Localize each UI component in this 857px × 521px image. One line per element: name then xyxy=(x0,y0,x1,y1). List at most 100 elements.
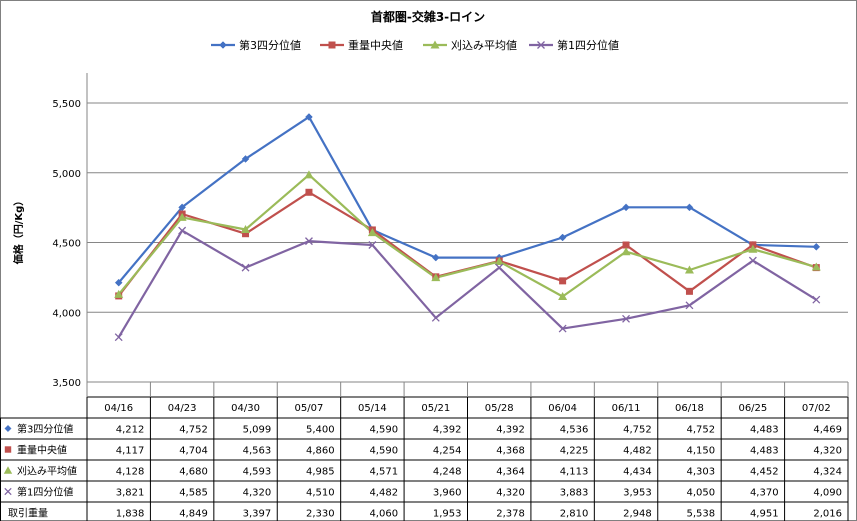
y-tick-label: 4,000 xyxy=(52,308,81,319)
table-cell: 3,883 xyxy=(560,488,589,499)
data-point xyxy=(812,295,821,304)
table-cell: 4,320 xyxy=(496,488,525,499)
table-cell: 5,538 xyxy=(687,509,716,520)
table-cell: 4,752 xyxy=(623,425,652,436)
legend-marker xyxy=(328,41,336,49)
table-cell: 4,212 xyxy=(116,425,145,436)
x-tick-label: 06/11 xyxy=(612,403,641,414)
table-cell: 4,320 xyxy=(243,488,272,499)
table-cell: 4,482 xyxy=(623,446,652,457)
table-cell: 5,400 xyxy=(306,425,335,436)
data-point xyxy=(304,170,314,179)
data-point xyxy=(494,256,504,265)
table-cell: 4,752 xyxy=(687,425,716,436)
row-label: 取引重量 xyxy=(8,507,48,520)
data-point xyxy=(241,225,251,234)
legend-marker xyxy=(537,41,545,49)
y-tick-label: 5,000 xyxy=(52,169,81,180)
gridlines xyxy=(86,73,848,383)
data-point xyxy=(558,233,567,242)
x-tick-label: 07/02 xyxy=(802,403,831,414)
x-tick-label: 05/07 xyxy=(295,403,324,414)
table-cell: 4,117 xyxy=(116,446,145,457)
table-cell: 4,704 xyxy=(179,446,208,457)
table-cell: 4,482 xyxy=(369,488,398,499)
y-tick-label: 4,500 xyxy=(52,239,81,250)
table-cell: 5,099 xyxy=(243,425,272,436)
data-point xyxy=(367,228,377,237)
x-tick-label: 04/23 xyxy=(168,403,197,414)
table-cell: 4,590 xyxy=(369,446,398,457)
series-line xyxy=(117,191,817,297)
legend-marker xyxy=(219,41,227,49)
y-tick-labels: 3,500 4,000 4,500 5,000 5,500 xyxy=(52,99,81,389)
table-cell: 4,434 xyxy=(623,467,652,478)
x-tick-label: 06/04 xyxy=(548,403,577,414)
table-cell: 4,090 xyxy=(813,488,842,499)
y-tick-label: 5,500 xyxy=(52,99,81,110)
table-cell: 4,590 xyxy=(369,425,398,436)
table-cell: 4,536 xyxy=(560,425,589,436)
data-point xyxy=(621,247,631,256)
data-point xyxy=(431,253,440,262)
x-tick-label: 06/25 xyxy=(738,403,767,414)
data-point xyxy=(305,113,313,121)
chart-title: 首都圏-交雑3-ロイン xyxy=(371,9,485,24)
table-cell: 4,248 xyxy=(433,467,462,478)
row-marker xyxy=(4,446,12,453)
data-point xyxy=(685,301,694,310)
data-point xyxy=(559,277,567,285)
data-point xyxy=(304,237,313,246)
table-cell: 3,960 xyxy=(433,488,462,499)
series-markers xyxy=(114,113,821,342)
series-line xyxy=(117,229,817,338)
table-cell: 2,016 xyxy=(813,509,842,520)
row-label: 刈込み平均値 xyxy=(17,465,77,478)
table-cell: 4,324 xyxy=(813,467,842,478)
data-table: 04/16 04/23 04/30 05/07 05/14 05/21 05/28 06/04… xyxy=(0,382,849,521)
table-cell: 2,948 xyxy=(623,509,652,520)
data-point xyxy=(242,230,250,238)
table-cell: 4,050 xyxy=(687,488,716,499)
row-label: 重量中央値 xyxy=(17,444,67,457)
row-label: 第1四分位値 xyxy=(17,486,73,499)
table-cell: 2,378 xyxy=(496,509,525,520)
data-point xyxy=(558,291,568,300)
table-cell: 4,370 xyxy=(750,488,779,499)
data-point xyxy=(685,203,694,212)
x-tick-label: 04/16 xyxy=(104,403,133,414)
table-cell: 4,060 xyxy=(369,509,398,520)
table-cell: 4,680 xyxy=(179,467,208,478)
data-point xyxy=(114,333,123,342)
data-point xyxy=(622,241,630,249)
data-point xyxy=(748,244,758,253)
legend: 第3四分位値 重量中央値 刈込み平均値 第1四分位値 xyxy=(211,38,619,52)
row-marker xyxy=(3,466,13,474)
data-point xyxy=(684,265,694,274)
data-point xyxy=(241,155,250,163)
table-cell: 2,330 xyxy=(306,509,335,520)
y-tick-label: 3,500 xyxy=(52,378,81,389)
table-cell: 4,951 xyxy=(750,509,779,520)
data-point xyxy=(431,273,441,282)
table-cell: 4,303 xyxy=(687,467,716,478)
table-cell: 4,113 xyxy=(560,467,589,478)
row-label: 第3四分位値 xyxy=(17,423,73,436)
legend-entry: 重量中央値 xyxy=(348,38,403,52)
data-point xyxy=(114,289,124,298)
data-point xyxy=(241,263,250,272)
x-tick-label: 06/18 xyxy=(675,403,704,414)
legend-marker xyxy=(430,40,440,49)
table-cell: 4,392 xyxy=(496,425,525,436)
x-tick-label: 05/28 xyxy=(485,403,514,414)
table-cell: 3,821 xyxy=(116,488,145,499)
y-axis-label: 価格（円/Kg） xyxy=(12,196,25,266)
data-point xyxy=(622,314,631,323)
data-point xyxy=(685,287,693,295)
table-cell: 4,452 xyxy=(750,467,779,478)
table-cell: 4,254 xyxy=(433,446,462,457)
data-point xyxy=(748,256,757,265)
data-point xyxy=(495,263,504,272)
table-cell: 4,392 xyxy=(433,425,462,436)
